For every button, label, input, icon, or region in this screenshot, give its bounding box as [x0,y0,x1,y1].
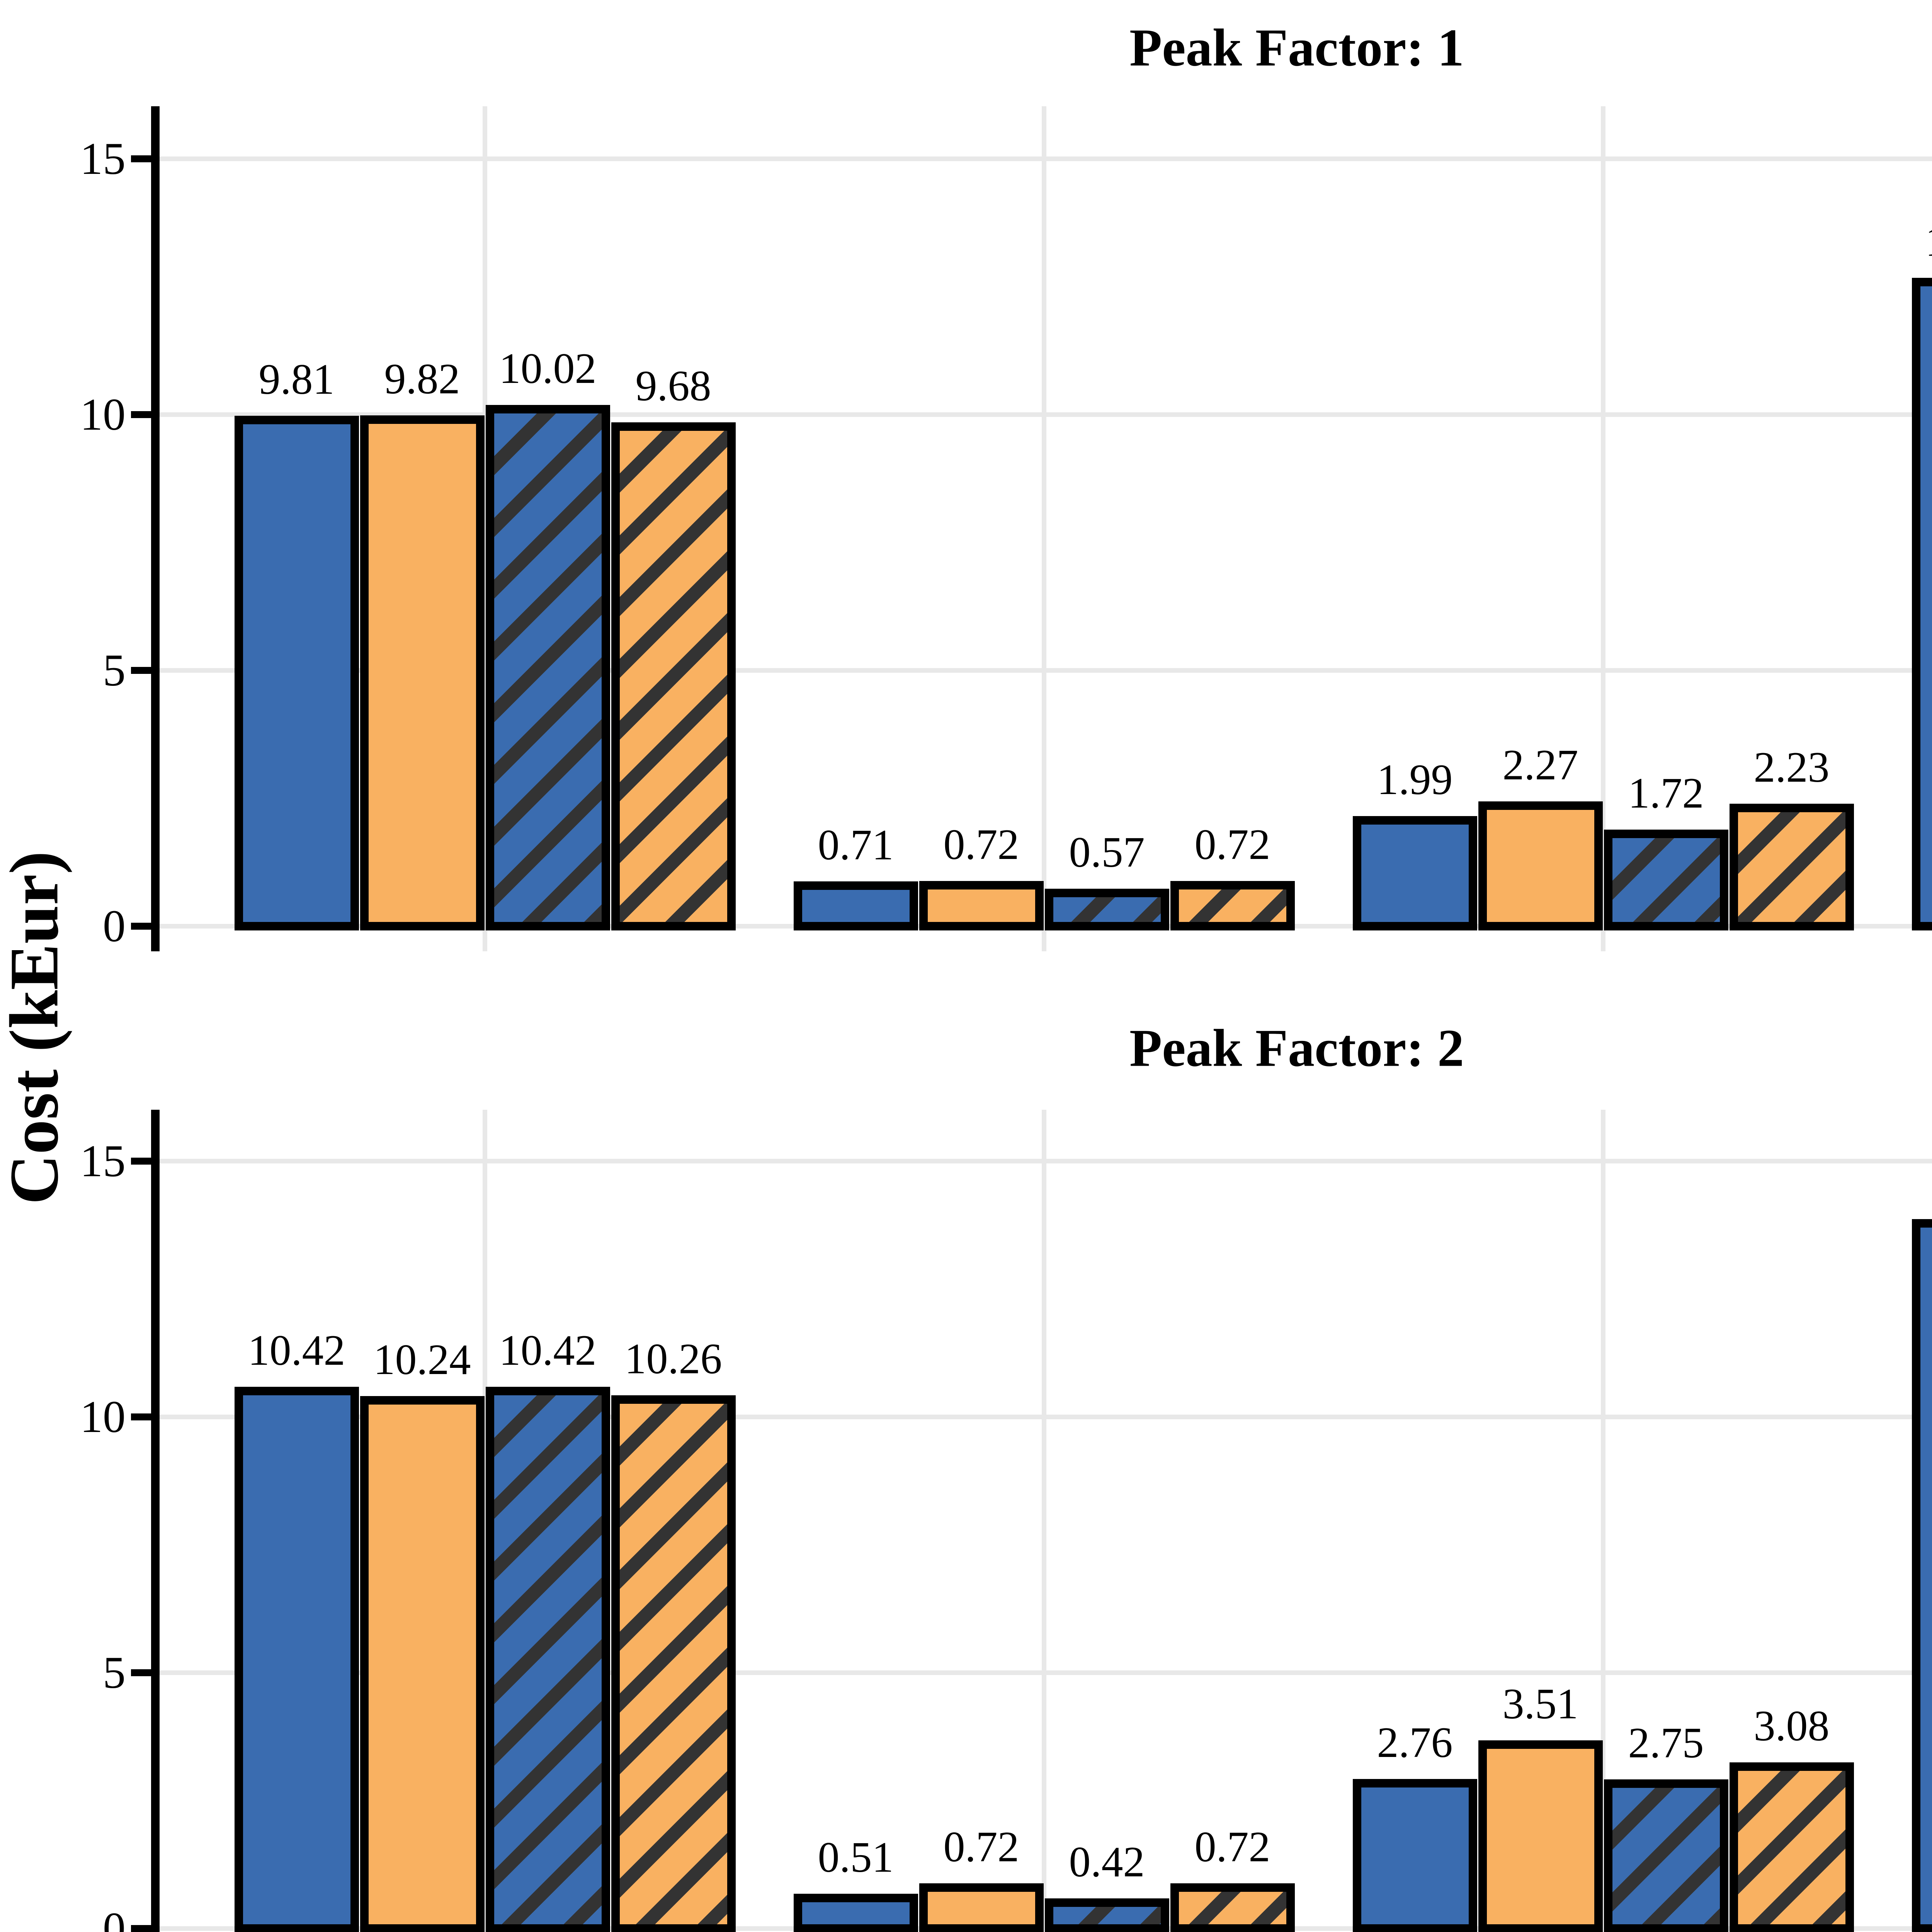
bar-value-label: 0.72 [1194,820,1270,869]
bar-co-design-slack10 [234,1387,359,1932]
bar-value-label: 0.42 [1069,1838,1145,1886]
y-axis-spine [151,106,160,951]
y-tick [131,411,151,418]
bar-co-design-slack10 [793,1894,918,1932]
y-tick [131,1669,151,1676]
bar-co-design-slack30 [1044,888,1169,930]
bar-value-label: 2.75 [1628,1719,1704,1767]
bar-value-label: 10.42 [499,1327,597,1375]
bar-co-design-slack10 [234,416,359,930]
bar-rule-based-slack10 [919,881,1044,930]
y-tick-label: 15 [80,133,126,184]
bar-value-label: 10.26 [624,1335,722,1383]
bar-rule-based-slack10 [360,1396,485,1932]
panel-title: Peak Factor: 1 [1129,18,1464,77]
bar-value-label: 3.08 [1753,1702,1830,1750]
bar-rule-based-slack30 [611,1395,736,1932]
bar-rule-based-slack10 [1478,801,1603,930]
bar-rule-based-slack10 [1478,1740,1603,1932]
bar-value-label: 0.72 [1194,1823,1270,1871]
y-tick-label: 0 [103,1903,126,1932]
bar-value-label: 1.99 [1377,755,1453,804]
bar-rule-based-slack30 [1729,1762,1854,1932]
bar-rule-based-slack30 [1729,803,1854,930]
bar-value-label: 2.76 [1377,1718,1453,1767]
bar-co-design-slack30 [485,1387,610,1932]
bar-rule-based-slack10 [919,1883,1044,1932]
bar-rule-based-slack30 [1170,881,1295,930]
y-tick-label: 0 [103,901,126,951]
bar-co-design-slack30 [1044,1898,1169,1932]
y-tick-label: 15 [80,1136,126,1186]
y-tick [131,155,151,162]
y-tick-label: 5 [103,645,126,696]
panel-title: Peak Factor: 2 [1129,1018,1464,1078]
bar-value-label: 10.02 [499,345,597,393]
bar-co-design-slack30 [485,405,610,930]
y-axis-spine [151,1110,160,1932]
y-tick [131,667,151,674]
bar-value-label: 10.24 [373,1336,471,1384]
bar-co-design-slack10 [1352,816,1477,930]
bar-value-label: 2.27 [1502,741,1578,789]
bar-value-label: 1.72 [1628,769,1704,818]
bar-co-design-slack10 [1912,1219,1932,1932]
y-axis-title: Cost (kEur) [0,851,73,1205]
bar-value-label: 9.82 [384,355,460,403]
y-tick [131,1158,151,1165]
bar-co-design-slack30 [1604,1779,1728,1932]
bar-rule-based-slack30 [611,422,736,930]
bar-rule-based-slack10 [360,415,485,930]
v-gridline [1042,1110,1046,1932]
bar-value-label: 0.57 [1069,828,1145,876]
bar-value-label: 9.81 [259,355,335,404]
bar-value-label: 12.51 [1925,216,1932,267]
bar-value-label: 10.42 [248,1327,345,1375]
y-tick [131,1413,151,1420]
bar-value-label: 0.72 [943,820,1019,869]
v-gridline [1042,106,1046,951]
y-tick [131,1925,151,1932]
bar-co-design-slack10 [1352,1779,1477,1932]
bar-value-label: 3.51 [1502,1680,1578,1728]
bar-value-label: 2.23 [1753,743,1830,791]
bar-value-label: 0.72 [943,1823,1019,1871]
bar-co-design-slack10 [793,881,918,930]
bar-co-design-slack10 [1912,277,1932,930]
y-tick-label: 10 [80,1391,126,1442]
y-tick-label: 5 [103,1647,126,1698]
y-tick [131,923,151,930]
v-gridline [1601,106,1605,951]
y-tick-label: 10 [80,389,126,440]
bar-value-label: 0.51 [818,1833,894,1882]
bar-value-label: 0.71 [818,821,894,869]
bar-value-label: 9.68 [635,362,711,410]
v-gridline [1601,1110,1605,1932]
bar-co-design-slack30 [1604,830,1728,930]
bar-rule-based-slack30 [1170,1883,1295,1932]
